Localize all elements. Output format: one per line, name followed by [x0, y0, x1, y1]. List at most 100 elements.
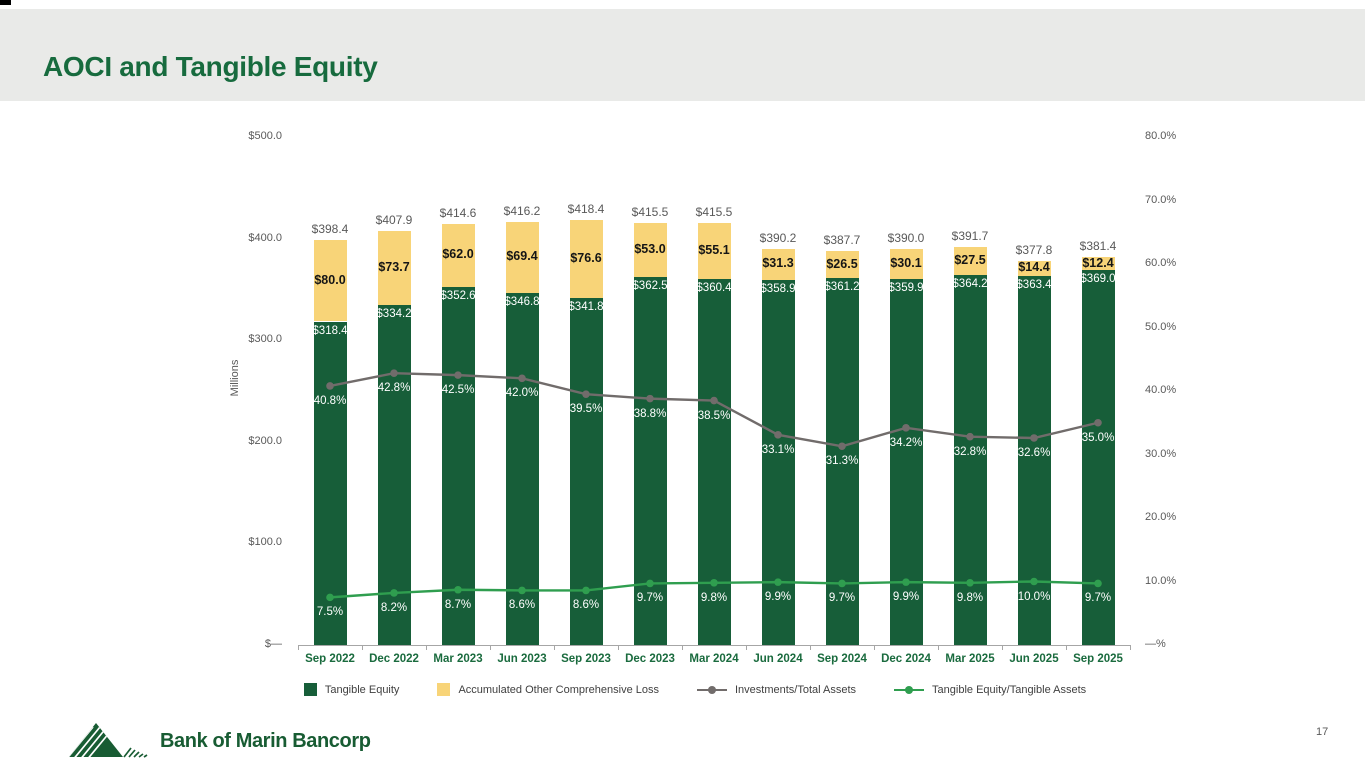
bar-segment-aoci: [889, 248, 923, 280]
x-axis-category-label: Sep 2025: [1073, 653, 1123, 665]
legend-label: Investments/Total Assets: [734, 683, 857, 696]
x-axis-tick: [554, 645, 555, 650]
investments-total-assets-label: 40.8%: [313, 394, 347, 407]
x-axis-line: [298, 645, 1130, 646]
investments-total-assets-label: 32.8%: [953, 445, 987, 458]
bar-total-label: $407.9: [375, 212, 413, 227]
left-axis-tick: $500.0: [248, 130, 282, 142]
bar-segment-tangible-equity: [697, 278, 731, 645]
bar-segment-aoci: [1081, 257, 1115, 271]
bar-segment-aoci: [313, 240, 347, 322]
bar-tangible-equity-value-label: $352.6: [440, 289, 476, 302]
x-axis-tick: [362, 645, 363, 650]
bar-segment-tangible-equity: [889, 279, 923, 645]
bar-total-label: $418.4: [567, 201, 605, 216]
company-logo: Bank of Marin Bancorp: [67, 721, 371, 761]
page-number: 17: [1316, 726, 1329, 738]
x-axis-tick: [874, 645, 875, 650]
left-axis-tick: $200.0: [248, 434, 282, 447]
bar-segment-aoci: [569, 219, 603, 298]
mountain-logo-icon: [69, 723, 148, 758]
window-corner-artifact: [0, 0, 11, 5]
bar-segment-aoci: [441, 223, 475, 287]
bar-aoci-value-label: $26.5: [826, 256, 858, 271]
bar-tangible-equity-value-label: $341.8: [568, 300, 604, 313]
legend-item-tangible-equity: Tangible Equity: [303, 683, 399, 696]
te-ta-label: 9.7%: [636, 592, 664, 605]
investments-total-assets-label: 42.5%: [441, 384, 475, 397]
left-axis-tick: $100.0: [248, 536, 282, 549]
x-axis-category-label: Mar 2025: [945, 653, 995, 665]
bar-segment-tangible-equity: [953, 274, 987, 645]
bar-segment-tangible-equity: [441, 286, 475, 645]
x-axis-category-label: Jun 2025: [1009, 653, 1059, 665]
bar-aoci-value-label: $62.0: [442, 247, 474, 262]
logo-text: Bank of Marin Bancorp: [160, 729, 371, 752]
bar-total-label: $387.7: [823, 233, 861, 248]
x-axis-tick: [810, 645, 811, 650]
bar-aoci-value-label: $12.4: [1082, 255, 1114, 270]
bar-total-label: $377.8: [1015, 243, 1053, 258]
bar-aoci-value-label: $69.4: [506, 249, 538, 264]
bar-segment-tangible-equity: [313, 321, 347, 645]
investments-total-assets-label: 35.0%: [1081, 431, 1115, 444]
bar-total-label: $391.7: [951, 229, 989, 244]
te-ta-label: 9.9%: [764, 591, 792, 604]
right-axis-tick: 50.0%: [1145, 320, 1177, 333]
investments-total-assets-label: 34.2%: [889, 436, 923, 449]
x-axis-tick: [618, 645, 619, 650]
left-axis-tick: $—: [264, 638, 282, 650]
bar-tangible-equity-value-label: $334.2: [376, 308, 412, 321]
bar-total-label: $416.2: [503, 204, 541, 219]
bar-segment-aoci: [825, 251, 859, 279]
left-axis-tick: $300.0: [248, 333, 282, 346]
x-axis-category-label: Mar 2023: [433, 653, 483, 665]
te-ta-label: 8.6%: [572, 599, 600, 612]
right-axis-tick: 70.0%: [1145, 193, 1177, 206]
legend-item-investments-total-assets: Investments/Total Assets: [696, 683, 857, 696]
bar-segment-aoci: [953, 247, 987, 275]
te-ta-label: 10.0%: [1017, 590, 1051, 603]
x-axis-tick: [1002, 645, 1003, 650]
bar-segment-aoci: [697, 222, 731, 279]
bar-segment-tangible-equity: [505, 292, 539, 645]
x-axis-category-label: Mar 2024: [689, 653, 739, 665]
te-ta-label: 9.7%: [828, 592, 856, 605]
x-axis-tick: [938, 645, 939, 650]
x-axis-category-label: Jun 2023: [497, 653, 547, 665]
bar-aoci-value-label: $27.5: [954, 253, 986, 267]
bar-tangible-equity-value-label: $346.8: [504, 295, 540, 308]
x-axis-tick: [1130, 645, 1131, 650]
legend-label: Accumulated Other Comprehensive Loss: [458, 683, 659, 696]
x-axis-category-label: Sep 2022: [305, 653, 355, 665]
investments-total-assets-label: 31.3%: [825, 455, 859, 468]
x-axis-tick: [746, 645, 747, 650]
investments-total-assets-label: 32.6%: [1017, 446, 1051, 459]
bar-total-label: $381.4: [1079, 239, 1117, 254]
aoci-swatch-icon: [437, 683, 451, 696]
x-axis-tick: [1066, 645, 1067, 650]
bar-aoci-value-label: $55.1: [698, 242, 730, 257]
bar-segment-aoci: [761, 248, 795, 281]
right-axis-tick: 30.0%: [1145, 447, 1177, 460]
legend-item-te-ta: Tangible Equity/Tangible Assets: [894, 683, 1086, 696]
bar-tangible-equity-value-label: $360.4: [696, 281, 732, 294]
te-ta-label: 9.7%: [1084, 592, 1112, 605]
bar-tangible-equity-value-label: $318.4: [312, 324, 348, 337]
x-axis-tick: [682, 645, 683, 650]
green-line-marker-icon: [894, 683, 925, 696]
x-axis-category-label: Jun 2024: [753, 653, 803, 665]
x-axis-category-label: Sep 2024: [817, 653, 867, 665]
bar-tangible-equity-value-label: $362.5: [632, 279, 668, 292]
bar-aoci-value-label: $30.1: [890, 256, 922, 271]
x-axis-tick: [490, 645, 491, 650]
chart-legend: Tangible Equity Accumulated Other Compre…: [180, 683, 1210, 696]
bar-segment-tangible-equity: [569, 297, 603, 645]
right-axis-tick: 60.0%: [1145, 257, 1177, 269]
bar-tangible-equity-value-label: $359.9: [888, 282, 924, 295]
bar-tangible-equity-value-label: $358.9: [760, 283, 796, 296]
x-axis-category-label: Dec 2023: [625, 653, 675, 665]
bar-aoci-value-label: $14.4: [1018, 260, 1050, 275]
investments-total-assets-label: 38.8%: [633, 407, 667, 420]
